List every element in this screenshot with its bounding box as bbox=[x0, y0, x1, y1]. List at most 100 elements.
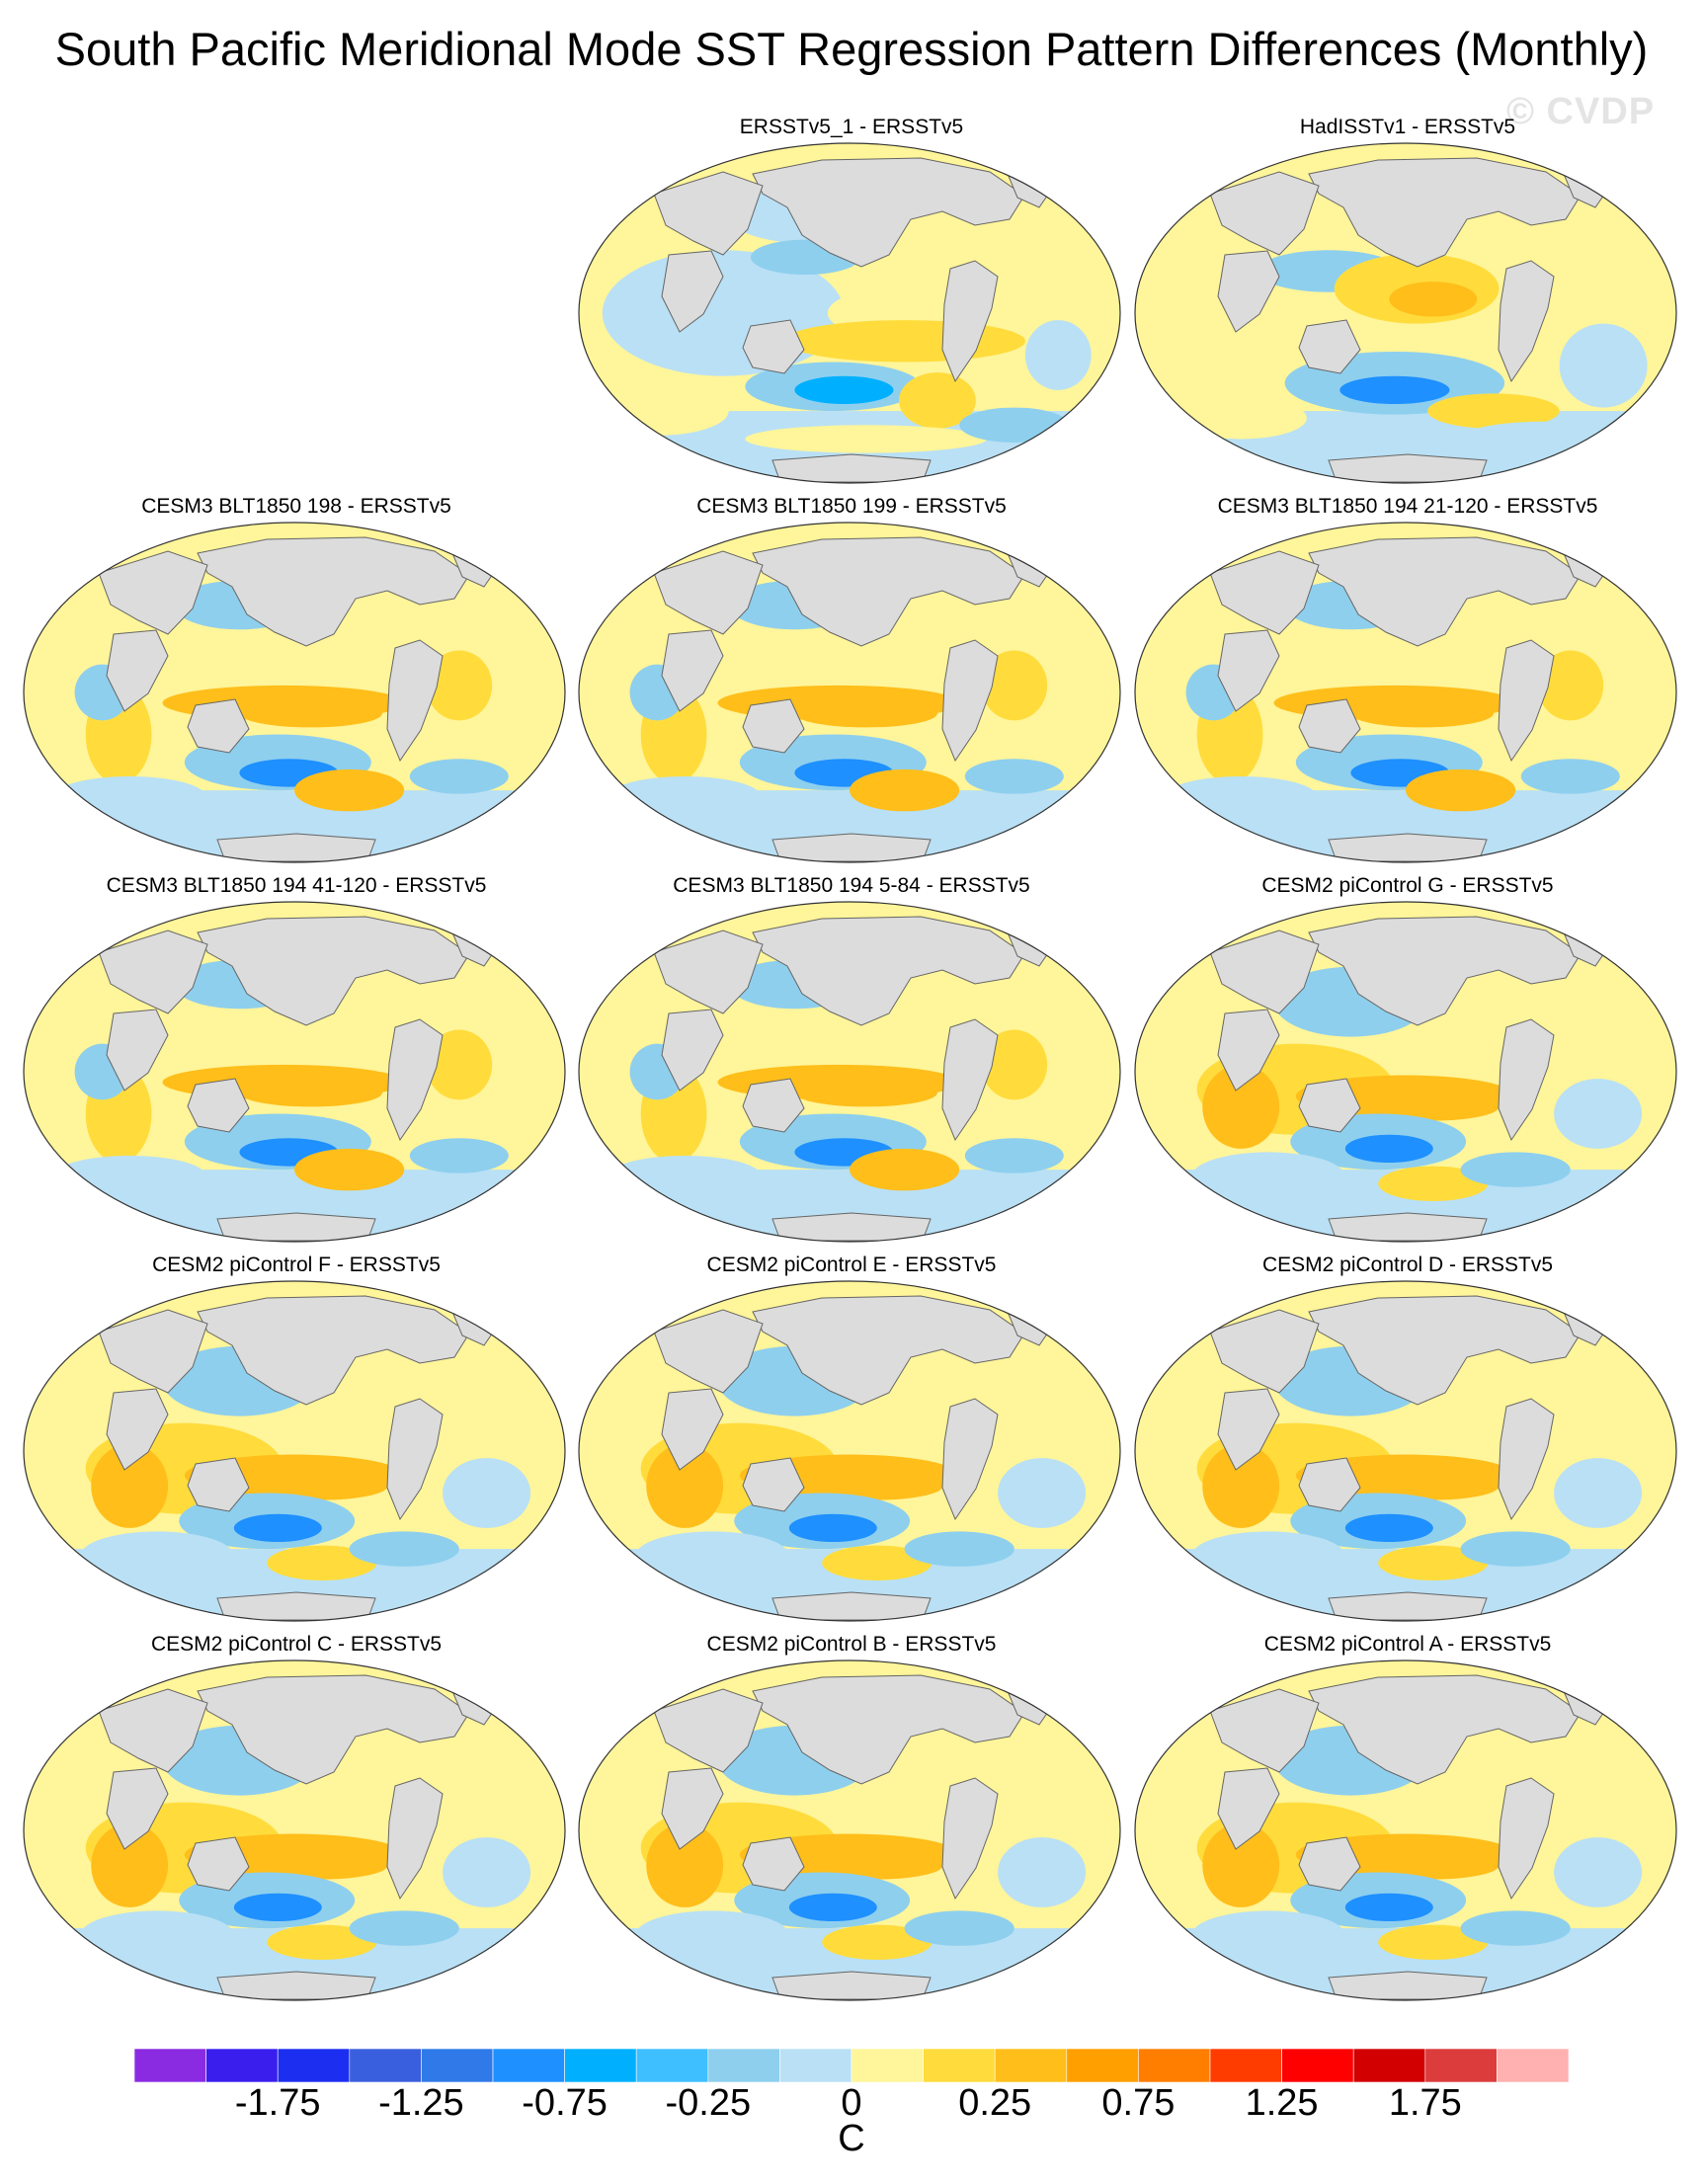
map-border bbox=[23, 522, 566, 863]
landmass bbox=[98, 930, 208, 1014]
sst-anomaly-region bbox=[1378, 1924, 1489, 1960]
landmass bbox=[941, 1398, 999, 1521]
landmass bbox=[1308, 536, 1581, 647]
sst-anomaly-region bbox=[1460, 1152, 1571, 1187]
sst-anomaly-region bbox=[1406, 768, 1516, 812]
sst-anomaly-region bbox=[794, 1079, 937, 1107]
sst-anomaly-region bbox=[850, 1148, 960, 1191]
map-border bbox=[1134, 522, 1677, 863]
sst-anomaly-region bbox=[854, 1405, 933, 1441]
map-panel: CESM2 piControl F - ERSSTv5 bbox=[20, 1253, 573, 1628]
map-plot bbox=[1134, 142, 1677, 484]
landmass bbox=[653, 171, 764, 256]
landmass bbox=[1209, 550, 1320, 635]
colorbar-swatch bbox=[205, 2049, 279, 2082]
landmass bbox=[1328, 453, 1488, 483]
landmass bbox=[661, 250, 724, 333]
panel-title: CESM2 piControl D - ERSSTv5 bbox=[1261, 1254, 1554, 1276]
sst-anomaly-region bbox=[1175, 396, 1307, 440]
landmass bbox=[661, 629, 724, 712]
map-border bbox=[1134, 901, 1677, 1243]
landmass bbox=[1209, 930, 1320, 1014]
landmass bbox=[197, 1295, 470, 1406]
colorbar-swatch bbox=[1352, 2049, 1426, 2082]
sst-anomaly-region bbox=[635, 1910, 789, 1960]
landmass bbox=[1498, 260, 1555, 383]
map-border bbox=[1134, 1659, 1677, 2001]
colorbar-swatch bbox=[564, 2049, 637, 2082]
landmass bbox=[742, 1457, 805, 1512]
landmass bbox=[98, 1688, 208, 1773]
landmass bbox=[1217, 1388, 1280, 1471]
landmass bbox=[941, 260, 999, 383]
sst-anomaly-region bbox=[794, 699, 937, 728]
landmass bbox=[106, 1767, 169, 1850]
landmass bbox=[216, 1212, 376, 1242]
landmass bbox=[1498, 1018, 1555, 1142]
landmass bbox=[197, 916, 470, 1026]
sst-anomaly-region bbox=[1191, 1531, 1345, 1580]
sst-anomaly-region bbox=[267, 1924, 377, 1960]
colorbar-swatch bbox=[134, 2049, 206, 2082]
landmass bbox=[386, 639, 444, 763]
sst-anomaly-region bbox=[646, 1822, 724, 1907]
sst-anomaly-region bbox=[805, 1190, 1004, 1219]
sst-anomaly-region bbox=[1411, 1405, 1489, 1441]
sst-anomaly-region bbox=[409, 1138, 509, 1173]
landmass bbox=[106, 1388, 169, 1471]
map-border bbox=[23, 1280, 566, 1622]
sst-anomaly-region bbox=[822, 1924, 933, 1960]
landmass bbox=[187, 1836, 250, 1892]
sst-anomaly-region bbox=[256, 1851, 388, 1880]
map-plot bbox=[1134, 1659, 1677, 2001]
panel-title: CESM2 piControl G - ERSSTv5 bbox=[1261, 874, 1554, 897]
sst-anomaly-region bbox=[608, 1155, 763, 1198]
landmass bbox=[1217, 629, 1280, 712]
map-border bbox=[1134, 142, 1677, 484]
sst-anomaly-region bbox=[586, 386, 729, 436]
colorbar-swatch bbox=[635, 2049, 709, 2082]
colorbar-swatch bbox=[923, 2049, 996, 2082]
colorbar-tick-label: -1.75 bbox=[234, 2082, 321, 2124]
map-plot bbox=[1134, 522, 1677, 863]
map-border bbox=[578, 142, 1121, 484]
map-border bbox=[578, 901, 1121, 1243]
colorbar-tick-label: 1.25 bbox=[1245, 2082, 1319, 2124]
landmass bbox=[771, 1971, 932, 2000]
map-border bbox=[1134, 1280, 1677, 1622]
sst-anomaly-region bbox=[1367, 1092, 1500, 1121]
landmass bbox=[771, 833, 932, 862]
map-panel: CESM3 BLT1850 198 - ERSSTv5 bbox=[20, 494, 573, 869]
landmass bbox=[1209, 171, 1320, 256]
sst-anomaly-region bbox=[1191, 1152, 1345, 1201]
map-panel: CESM2 piControl D - ERSSTv5 bbox=[1131, 1253, 1684, 1628]
sst-anomaly-region bbox=[1339, 375, 1450, 405]
sst-anomaly-region bbox=[646, 1443, 724, 1528]
landmass bbox=[1298, 1836, 1361, 1892]
landmass bbox=[742, 1078, 805, 1133]
map-plot bbox=[578, 901, 1121, 1243]
colorbar-tick-label: 0 bbox=[841, 2082, 862, 2124]
map-plot bbox=[1134, 901, 1677, 1243]
sst-anomaly-region bbox=[1460, 421, 1626, 457]
panel-title: CESM3 BLT1850 194 5-84 - ERSSTv5 bbox=[673, 874, 1030, 897]
sst-anomaly-region bbox=[1202, 1822, 1280, 1907]
map-panel: CESM2 piControl G - ERSSTv5 bbox=[1131, 873, 1684, 1249]
landmass bbox=[386, 1018, 444, 1142]
landmass bbox=[1298, 319, 1361, 374]
colorbar-tick-label: 0.25 bbox=[958, 2082, 1032, 2124]
colorbar bbox=[134, 2049, 1569, 2082]
landmass bbox=[752, 157, 1025, 268]
landmass bbox=[771, 1591, 932, 1621]
landmass bbox=[216, 833, 376, 862]
landmass bbox=[386, 1777, 444, 1901]
sst-anomaly-region bbox=[783, 320, 1025, 363]
panel-title: CESM2 piControl A - ERSSTv5 bbox=[1263, 1633, 1552, 1656]
sst-anomaly-region bbox=[904, 1910, 1014, 1946]
panel-title: CESM2 piControl B - ERSSTv5 bbox=[706, 1633, 997, 1656]
landmass bbox=[653, 1688, 764, 1773]
map-plot bbox=[23, 1280, 566, 1622]
map-plot bbox=[1134, 1280, 1677, 1622]
landmass bbox=[216, 1591, 376, 1621]
landmass bbox=[187, 698, 250, 754]
